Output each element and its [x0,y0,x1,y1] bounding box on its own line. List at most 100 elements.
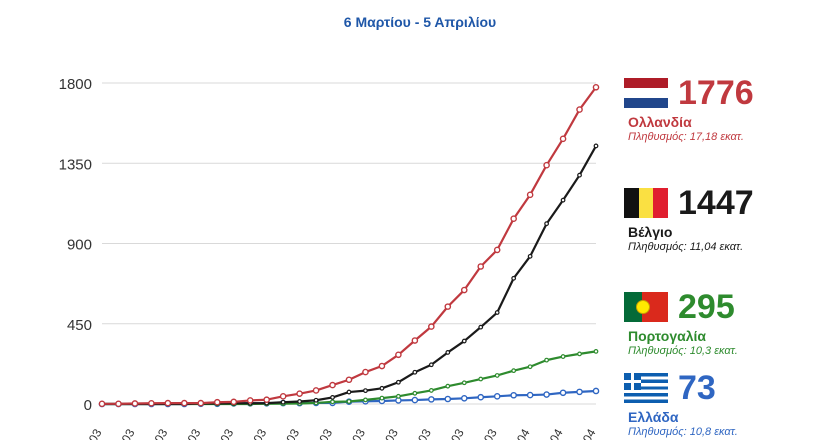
data-point-netherlands [592,83,600,91]
greece-count: 73 [678,369,716,407]
data-point-netherlands [213,398,221,406]
data-point-netherlands [444,303,452,310]
x-tick-label: 12-03 [176,426,204,440]
data-point-belgium [280,399,286,405]
x-tick-label: 20-03 [308,426,336,440]
data-point-netherlands [460,286,468,294]
data-point-belgium [478,324,484,330]
portugal-name: Πορτογαλία [628,328,707,344]
greece-flag-icon [624,373,668,403]
data-point-belgium [428,362,434,368]
legend-greece: 73 Ελλάδα Πληθυσμός: 10,8 εκατ. [624,371,834,438]
x-tick-label: 05-04 [571,426,599,440]
x-tick-label: 08-03 [110,426,138,440]
data-point-belgium [577,172,582,178]
data-point-belgium [297,399,303,404]
data-point-greece [444,395,452,403]
legend-portugal: 295 Πορτογαλία Πληθυσμός: 10,3 εκατ. [624,290,834,357]
data-point-netherlands [98,400,106,408]
data-point-greece [510,391,517,399]
data-point-netherlands [181,399,188,407]
data-point-belgium [593,143,599,149]
data-point-netherlands [477,263,485,270]
data-point-belgium [527,253,533,259]
y-tick-label: 0 [84,397,92,414]
data-point-belgium [313,397,319,403]
data-point-belgium [412,369,418,375]
y-tick-label: 1800 [59,76,92,93]
netherlands-count: 1776 [678,74,754,112]
data-point-portugal [577,351,582,357]
data-point-portugal [511,368,517,374]
data-point-greece [559,389,567,397]
belgium-name: Βέλγιο [628,224,673,240]
data-point-belgium [396,379,401,385]
data-point-netherlands [246,397,254,404]
data-point-belgium [494,310,500,315]
data-point-netherlands [395,351,402,359]
data-point-greece [428,396,435,403]
data-point-netherlands [411,337,419,344]
data-point-portugal [379,395,385,401]
data-point-netherlands [115,400,122,408]
x-tick-label: 03-04 [538,426,566,440]
data-point-netherlands [164,399,172,407]
data-point-netherlands [329,381,336,389]
y-tick-label: 900 [67,237,92,254]
data-point-portugal [544,357,549,363]
greece-name: Ελλάδα [628,409,679,425]
data-point-belgium [544,221,549,227]
x-tick-label: 14-03 [209,426,237,440]
data-point-portugal [527,364,533,370]
data-point-netherlands [312,387,320,394]
data-point-belgium [379,385,385,391]
data-point-netherlands [230,398,238,406]
data-point-portugal [478,376,484,382]
portugal-count: 295 [678,288,735,326]
x-tick-label: 10-03 [143,426,171,440]
belgium-flag-icon [624,188,668,218]
data-point-netherlands [378,362,386,370]
series-line-netherlands [102,86,597,405]
data-point-portugal [396,393,401,399]
y-tick-label: 450 [67,317,92,334]
data-point-portugal [445,383,451,389]
data-point-netherlands [148,399,155,407]
data-point-greece [411,396,419,404]
data-point-belgium [511,275,517,281]
data-point-belgium [560,197,566,203]
data-point-portugal [330,399,335,405]
belgium-count: 1447 [678,184,754,222]
data-point-greece [477,393,485,401]
data-point-greece [460,394,468,402]
x-tick-label: 24-03 [374,426,402,440]
data-point-portugal [461,380,467,386]
data-point-netherlands [510,215,517,223]
data-point-portugal [560,354,566,359]
data-point-netherlands [296,390,303,397]
series-line-belgium [102,145,597,406]
x-tick-label: 22-03 [341,426,369,440]
y-tick-label: 1350 [59,156,92,173]
portugal-population: Πληθυσμός: 10,3 εκατ. [628,345,738,357]
x-tick-label: 26-03 [406,426,434,440]
data-point-belgium [461,338,467,344]
data-point-greece [576,388,583,396]
data-point-portugal [494,373,500,378]
data-point-netherlands [345,376,353,384]
data-point-greece [592,387,600,395]
x-tick-label: 16-03 [242,426,270,440]
greece-population: Πληθυσμός: 10,8 εκατ. [628,426,738,438]
data-point-portugal [363,397,368,403]
data-point-greece [543,391,550,398]
data-point-netherlands [263,396,270,404]
netherlands-flag-icon [624,78,668,108]
data-point-netherlands [197,399,205,407]
data-point-netherlands [559,135,567,143]
data-point-netherlands [526,191,534,199]
data-point-greece [526,391,534,399]
data-point-netherlands [362,368,369,376]
x-tick-label: 18-03 [275,426,303,440]
